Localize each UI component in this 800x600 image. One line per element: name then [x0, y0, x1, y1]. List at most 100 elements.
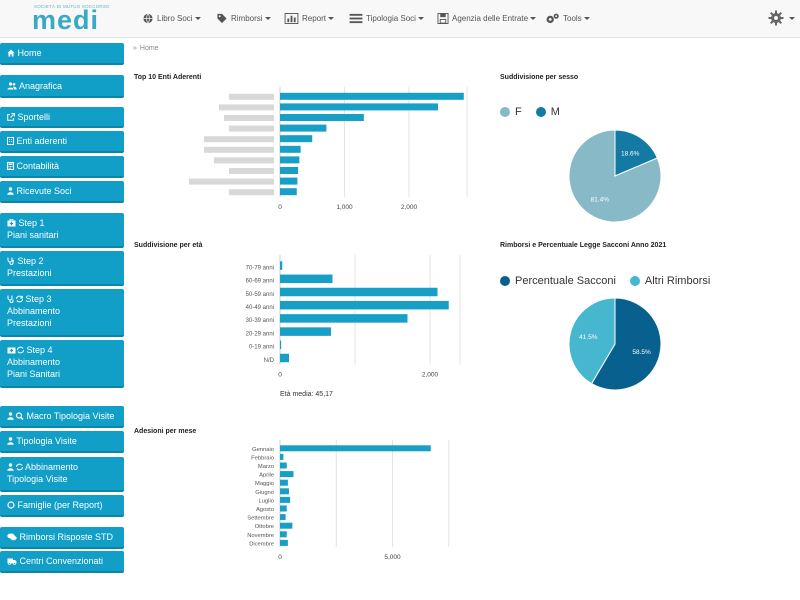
category-label: Agosto	[256, 507, 274, 513]
bar[interactable]	[280, 167, 299, 174]
category-label: Luglio	[259, 498, 274, 504]
pie-slice[interactable]	[568, 129, 662, 223]
sidebar-item-centri-convenzionati[interactable]: Centri Convenzionati	[0, 551, 124, 573]
bar[interactable]	[280, 340, 282, 350]
bar[interactable]	[280, 300, 449, 310]
bar[interactable]	[280, 261, 283, 270]
pie-slice[interactable]	[568, 297, 616, 385]
bar[interactable]	[280, 539, 288, 546]
chevron-down-icon	[417, 16, 424, 20]
sidebar-item-label: Step 1 Piani sanitari	[7, 218, 59, 240]
sidebar-item-famiglie[interactable]: Famiglie (per Report)	[0, 495, 124, 517]
sidebar-item-tipologia-visite[interactable]: Tipologia Visite	[0, 431, 124, 453]
bar[interactable]	[280, 471, 294, 478]
nav-agenzia-entrate[interactable]: Agenzia delle Entrate	[437, 10, 537, 26]
sidebar-item-home[interactable]: Home	[0, 43, 124, 65]
gear-icon[interactable]	[768, 10, 784, 26]
sidebar-item-step4[interactable]: Step 4 Abbinamento Piani Sanitari	[0, 340, 124, 388]
bar[interactable]	[280, 188, 297, 196]
eta-media: Età media: 45,17	[280, 391, 333, 398]
building-icon	[7, 137, 14, 145]
sidebar-item-label: Anagrafica	[19, 81, 63, 91]
user-search-icon	[7, 412, 24, 420]
pie-slice[interactable]	[614, 129, 658, 177]
sidebar-item-enti-aderenti[interactable]: Enti aderenti	[0, 131, 124, 153]
bar[interactable]	[280, 145, 301, 153]
chevron-down-icon	[583, 16, 590, 20]
legend-rimborsi: Percentuale Sacconi Altri Rimborsi	[500, 275, 724, 287]
bar[interactable]	[280, 103, 438, 111]
comments-icon	[7, 533, 17, 541]
sidebar-item-step2[interactable]: Step 2 Prestazioni	[0, 251, 124, 286]
category-label: Gennaio	[252, 447, 274, 453]
bar[interactable]	[280, 124, 327, 132]
nav-label: Tipologia Soci	[366, 13, 416, 23]
nav-tipologia-soci[interactable]: Tipologia Soci	[349, 10, 424, 26]
category-label: 50-59 anni	[246, 292, 274, 298]
tick-label: 1,000	[336, 204, 353, 211]
bar[interactable]	[280, 522, 293, 529]
bar[interactable]	[280, 287, 438, 297]
legend-sesso: F M	[500, 106, 574, 118]
bar[interactable]	[280, 531, 287, 538]
bar[interactable]	[280, 514, 286, 521]
bar[interactable]	[280, 496, 291, 503]
sidebar-item-step3[interactable]: Step 3 Abbinamento Prestazioni	[0, 289, 124, 337]
bar[interactable]	[280, 445, 431, 452]
bar[interactable]	[280, 274, 333, 284]
sidebar-item-macro-tipologia-visite[interactable]: Macro Tipologia Visite	[0, 406, 124, 428]
nav-label: Rimborsi	[231, 13, 263, 23]
logo[interactable]: SOCIETÀ DI MUTUO SOCCORSO medi	[30, 4, 130, 34]
globe-icon	[143, 13, 153, 23]
bar[interactable]	[280, 156, 300, 164]
tick-label: 0	[278, 554, 282, 561]
sidebar-item-label: Step 4 Abbinamento Piani Sanitari	[7, 345, 61, 379]
sidebar-item-label: Ricevute Soci	[16, 186, 72, 196]
sidebar-item-sportelli[interactable]: Sportelli	[0, 107, 124, 128]
bar[interactable]	[280, 327, 331, 336]
chevron-down-icon[interactable]	[789, 17, 795, 20]
bar[interactable]	[280, 314, 408, 323]
sidebar-item-label: Tipologia Visite	[16, 436, 77, 446]
sidebar-item-label: Contabilità	[16, 161, 60, 171]
circle-icon	[7, 501, 15, 509]
nav-rimborsi[interactable]: Rimborsi	[216, 10, 271, 26]
tick-label: 2,000	[401, 204, 418, 211]
bar[interactable]	[280, 177, 298, 185]
chart-title-mesi: Adesioni per mese	[134, 428, 197, 435]
sidebar-item-contabilita[interactable]: Contabilità	[0, 156, 124, 178]
sidebar-item-rimborsi-risposte-std[interactable]: Rimborsi Risposte STD	[0, 527, 124, 549]
bar[interactable]	[280, 479, 288, 486]
legend-item-f[interactable]: F	[500, 106, 522, 118]
sidebar-item-step1[interactable]: Step 1 Piani sanitari	[0, 213, 124, 248]
tick-label: 5,000	[384, 554, 401, 561]
sidebar-item-ricevute-soci[interactable]: Ricevute Soci	[0, 181, 124, 203]
sidebar-item-label: Step 3 Abbinamento Prestazioni	[7, 294, 61, 328]
bar[interactable]	[280, 505, 287, 512]
bar[interactable]	[280, 353, 289, 363]
sidebar-item-abbinamento-tipologia-visite[interactable]: Abbinamento Tipologia Visite	[0, 457, 124, 492]
category-label: Maggio	[255, 481, 274, 487]
bar[interactable]	[280, 462, 287, 469]
bar[interactable]	[280, 114, 364, 121]
nav-libro-soci[interactable]: Libro Soci	[142, 10, 201, 26]
nav-report[interactable]: Report	[284, 10, 335, 26]
legend-item-m[interactable]: M	[535, 106, 560, 118]
chart-top-enti: 0 1,000 2,000	[189, 87, 468, 211]
user-refresh-icon	[7, 463, 23, 471]
category-label: Giugno	[255, 490, 274, 496]
category-label: Settembre	[247, 516, 274, 522]
nav-tools[interactable]: Tools	[545, 10, 590, 26]
bar[interactable]	[280, 135, 313, 143]
bar[interactable]	[280, 488, 289, 495]
pie-slice[interactable]	[590, 297, 662, 391]
nav-label: Libro Soci	[157, 13, 193, 23]
legend-item-sacconi[interactable]: Percentuale Sacconi	[500, 275, 616, 287]
legend-item-altri[interactable]: Altri Rimborsi	[629, 275, 710, 287]
category-label-redacted	[224, 115, 274, 121]
home-icon	[7, 49, 15, 57]
breadcrumb-home[interactable]: Home	[139, 45, 159, 52]
sidebar-item-anagrafica[interactable]: Anagrafica	[0, 75, 124, 98]
bar[interactable]	[280, 453, 284, 460]
bar[interactable]	[280, 92, 464, 100]
